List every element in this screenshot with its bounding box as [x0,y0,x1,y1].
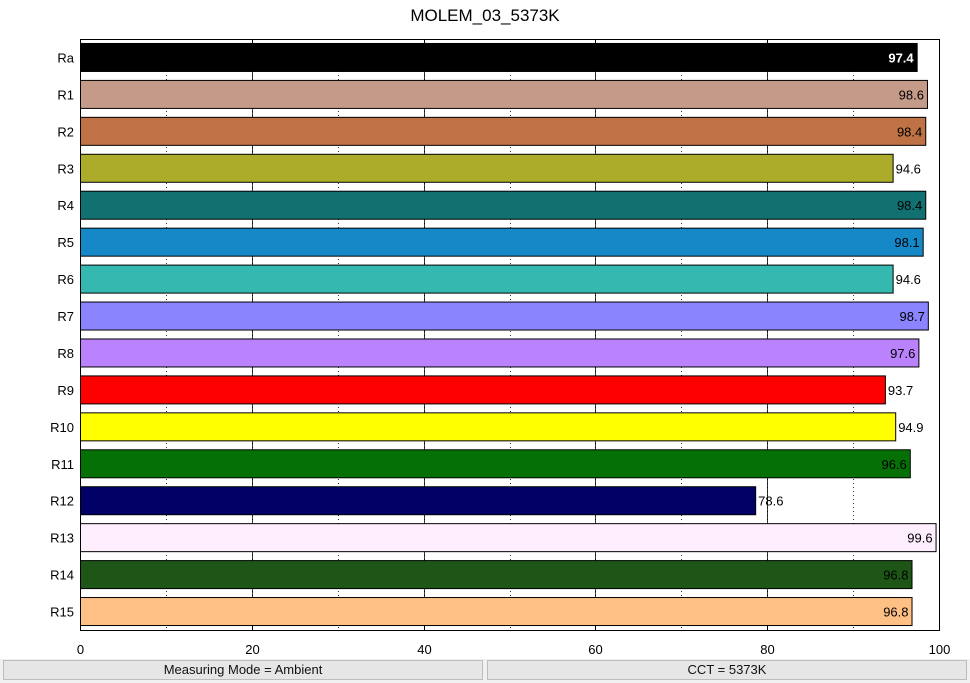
category-label: R4 [57,198,74,213]
value-label: 98.1 [894,235,919,250]
category-label: R12 [50,494,74,509]
value-label: 97.6 [890,346,915,361]
bar-r2 [80,116,927,146]
category-label: R13 [50,531,74,546]
bar-r5 [80,227,924,257]
bar-r14 [80,560,913,590]
value-label: 99.6 [907,531,932,546]
bar-r11 [80,449,911,479]
category-label: R14 [50,568,74,583]
category-label: R15 [50,605,74,620]
value-label: 96.6 [881,457,906,472]
measuring-mode-status: Measuring Mode = Ambient [3,660,483,680]
value-label: 94.9 [898,420,923,435]
value-label: 98.7 [900,309,925,324]
bar-ra [80,42,918,72]
category-label: R6 [57,272,74,287]
value-label: 98.4 [897,124,922,139]
value-label: 93.7 [888,383,913,398]
value-label: 98.6 [899,87,924,102]
x-tick-label: 0 [77,642,84,657]
x-tick-label: 100 [929,642,951,657]
category-label: R5 [57,235,74,250]
x-tick-label: 20 [245,642,259,657]
x-tick-label: 60 [588,642,602,657]
category-label: R11 [51,457,74,472]
value-label: 96.8 [883,605,908,620]
bar-r13 [80,523,937,553]
bar-r4 [80,190,927,220]
bar-r7 [80,301,929,331]
value-label: 96.8 [883,568,908,583]
category-label: R8 [57,346,74,361]
cct-status: CCT = 5373K [487,660,967,680]
bar-r12 [80,486,757,516]
bar-r9 [80,375,886,405]
value-label: 98.4 [897,198,922,213]
x-tick-label: 80 [760,642,774,657]
x-tick-label: 40 [417,642,431,657]
status-bar: Measuring Mode = Ambient CCT = 5373K [0,659,970,683]
category-label: Ra [57,50,74,65]
chart-title: MOLEM_03_5373K [410,6,560,25]
bar-r10 [80,412,897,442]
category-label: R9 [57,383,74,398]
bar-r6 [80,264,894,294]
category-label: R10 [50,420,74,435]
category-label: R3 [57,161,74,176]
bar-r15 [80,597,913,627]
bar-r8 [80,338,920,368]
bar-r3 [80,153,894,183]
value-label: 78.6 [758,494,783,509]
category-label: R7 [57,309,74,324]
bar-chart: 0 20 40 60 80 100 Ra 97.4 R1 98.6 R2 98.4 R3 94.6 R4 98… [50,39,951,657]
value-label: 97.4 [888,50,914,65]
bar-r1 [80,79,928,109]
value-label: 94.6 [896,272,921,287]
category-label: R1 [57,87,74,102]
value-label: 94.6 [896,161,921,176]
category-label: R2 [57,124,74,139]
